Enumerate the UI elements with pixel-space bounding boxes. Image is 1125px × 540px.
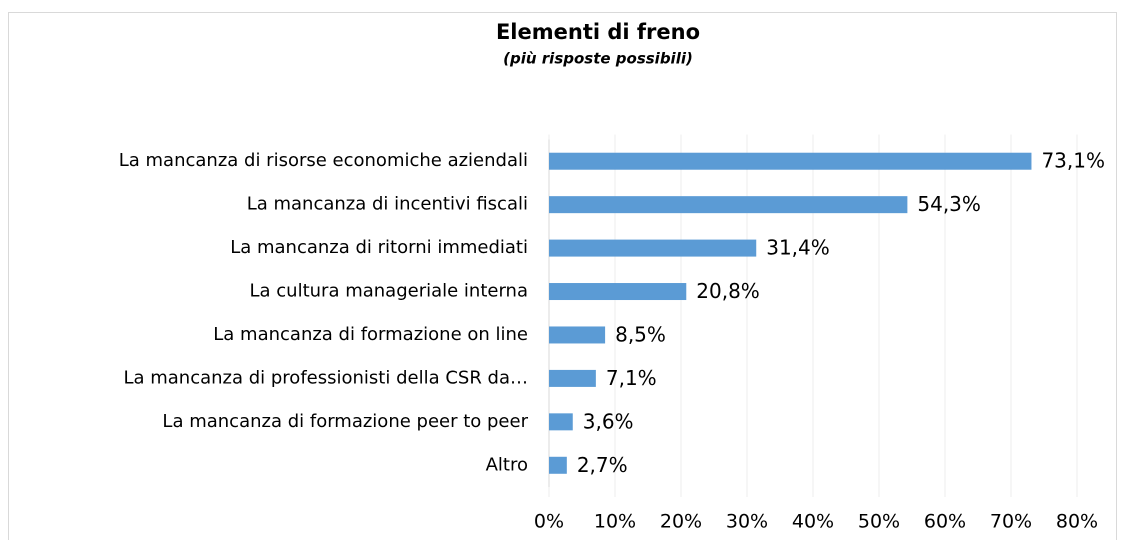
bar [549,196,908,214]
value-label: 7,1% [606,366,657,390]
chart-title: Elementi di freno [496,20,700,44]
x-tick-label: 10% [594,511,636,533]
bar [549,369,596,387]
value-label: 20,8% [696,279,760,303]
value-label: 3,6% [583,409,634,433]
value-label: 54,3% [917,192,981,216]
x-tick-label: 50% [858,511,900,533]
x-tick-label: 60% [924,511,966,533]
y-tick-label: La mancanza di professionisti della CSR … [123,367,528,388]
bar [549,413,573,431]
chart-subtitle: (più risposte possibili) [503,50,693,68]
x-tick-label: 80% [1056,511,1098,533]
bar [549,239,757,257]
x-tick-label: 30% [726,511,768,533]
y-tick-label: La mancanza di ritorni immediati [230,237,528,258]
x-tick-label: 20% [660,511,702,533]
bar [549,456,567,474]
value-label: 8,5% [615,322,666,346]
y-tick-label: Altro [486,454,528,475]
y-tick-label: La mancanza di incentivi fiscali [247,194,528,215]
y-tick-label: La cultura manageriale interna [250,281,529,302]
value-label: 31,4% [766,236,830,260]
x-tick-label: 0% [534,511,564,533]
bar [549,152,1032,170]
bar [549,283,687,301]
x-tick-label: 40% [792,511,834,533]
y-tick-label: La mancanza di risorse economiche aziend… [119,150,528,171]
y-tick-label: La mancanza di formazione on line [213,324,528,345]
y-tick-label: La mancanza di formazione peer to peer [162,411,528,432]
value-label: 2,7% [577,453,628,477]
value-label: 73,1% [1041,149,1105,173]
x-tick-label: 70% [990,511,1032,533]
chart-frame [8,12,1117,540]
bar [549,326,606,344]
